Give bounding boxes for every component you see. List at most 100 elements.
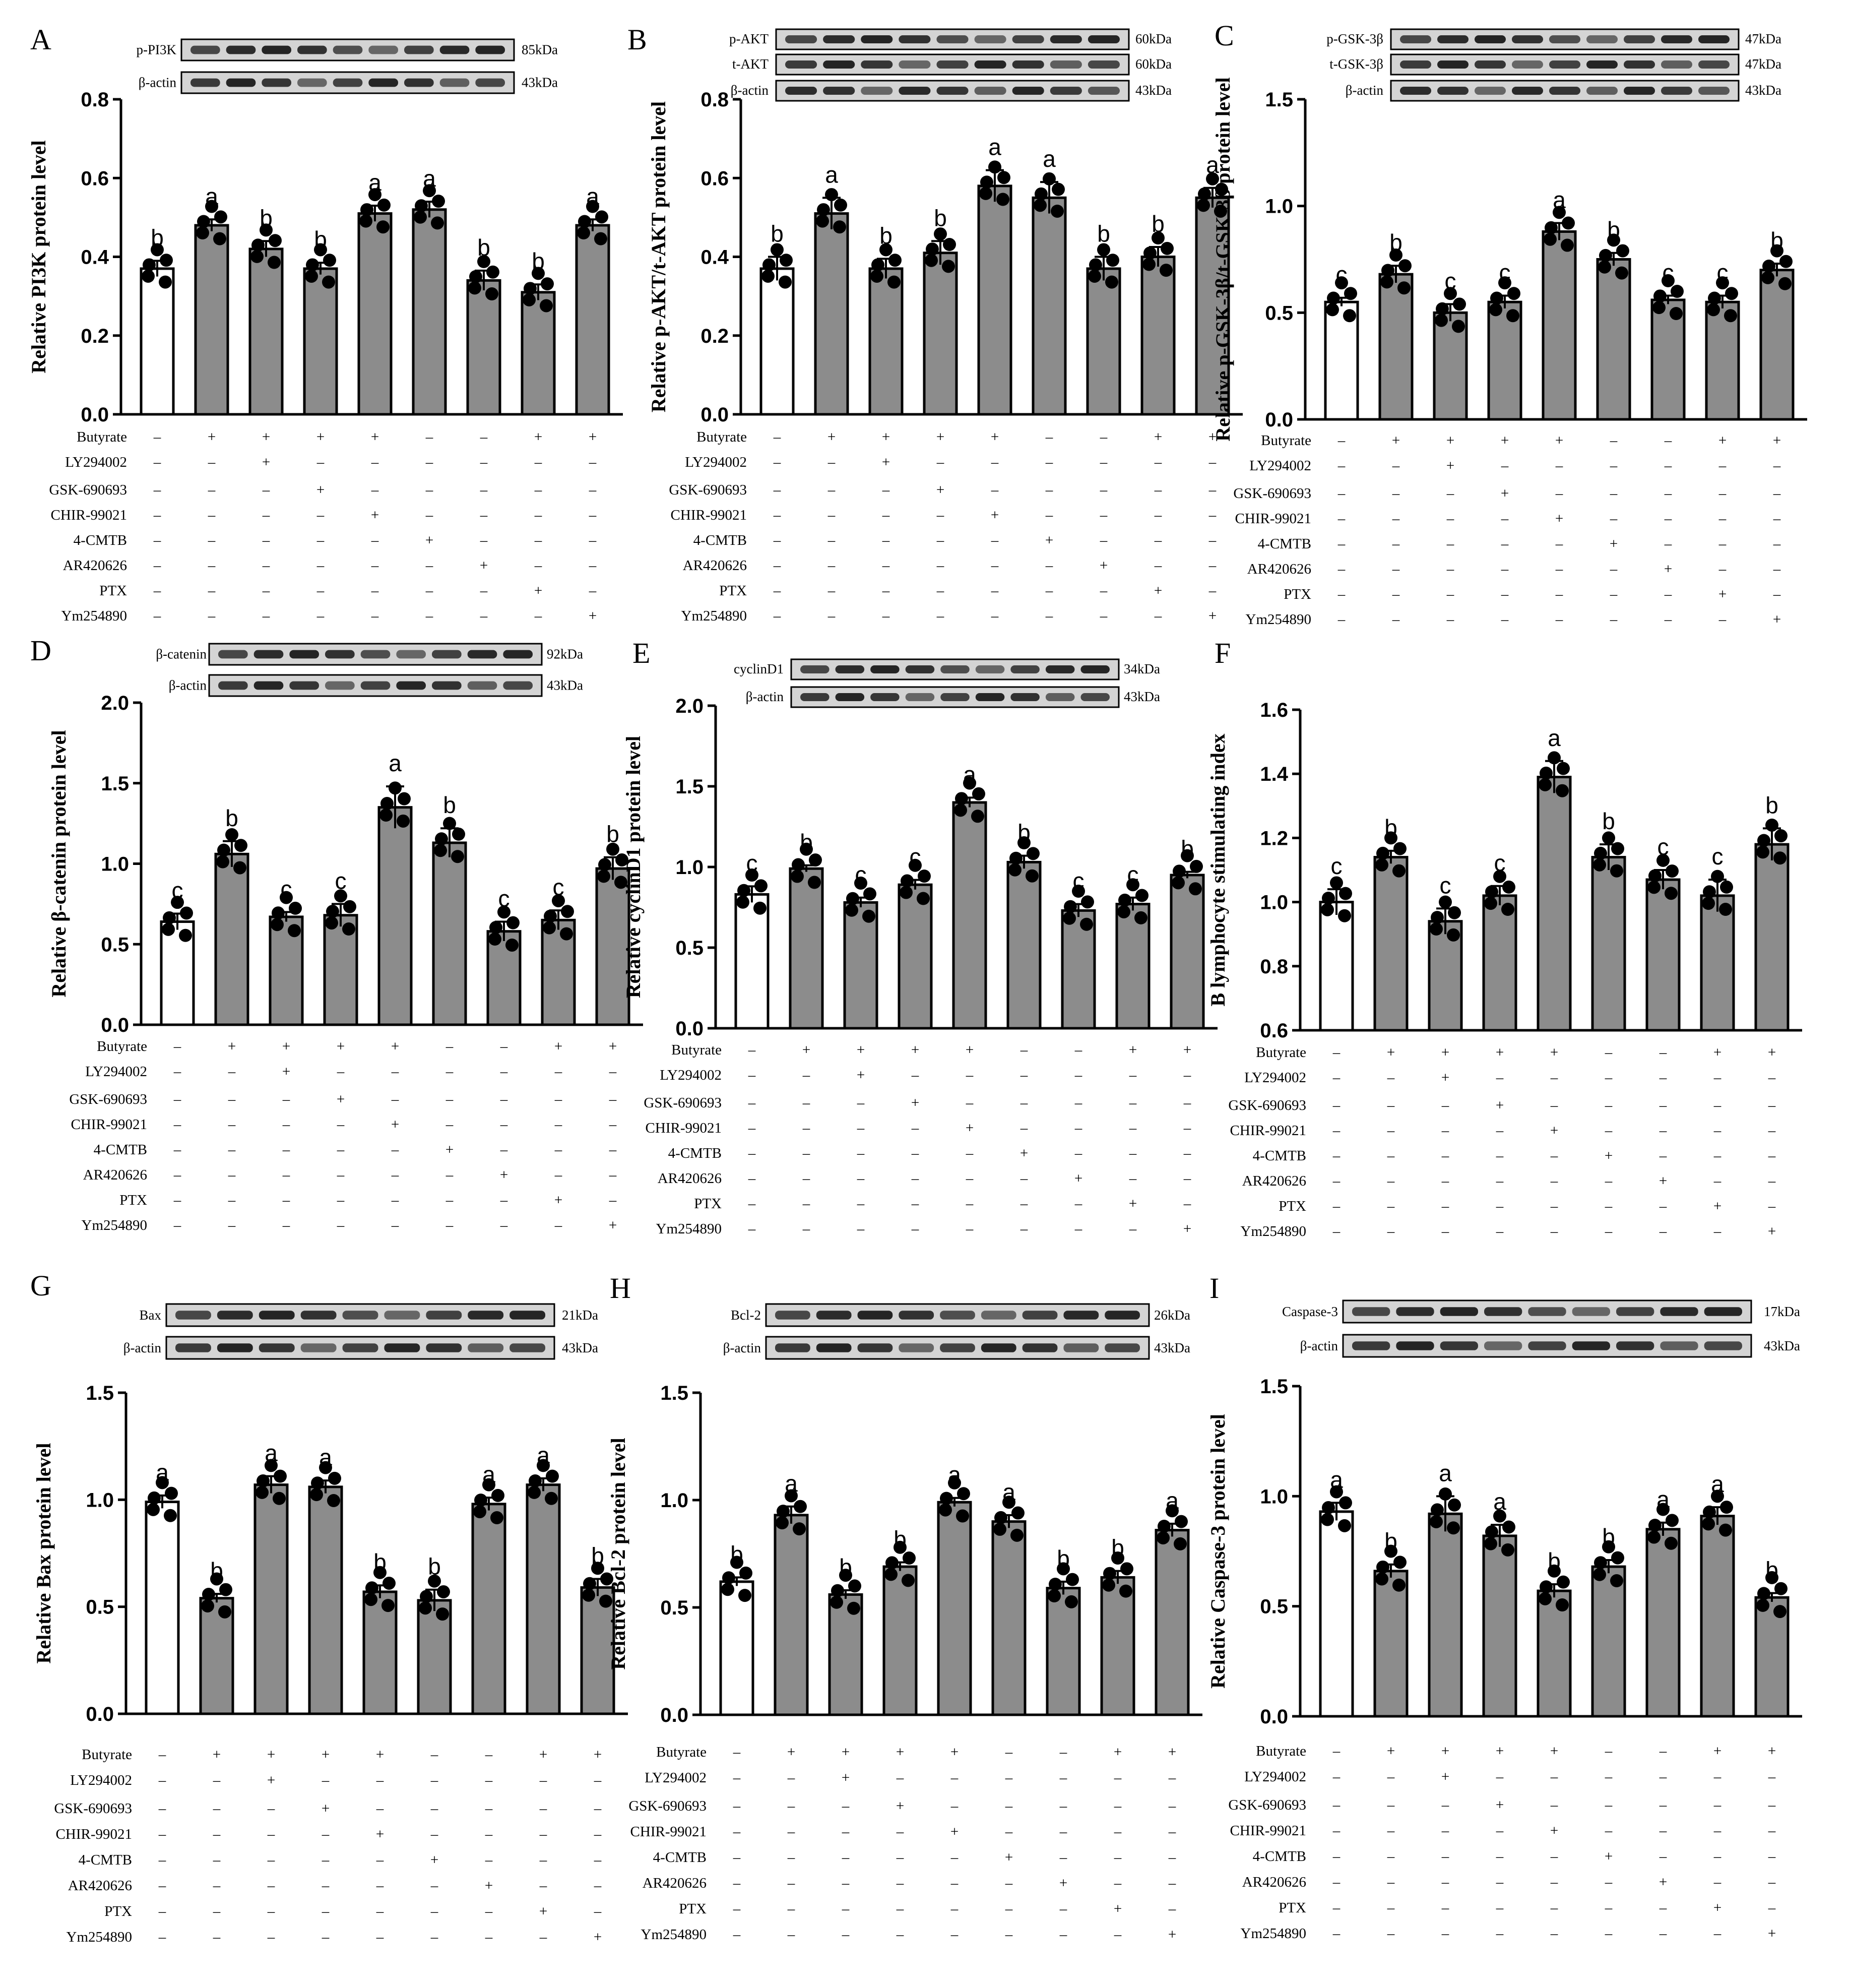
significance-letter: b [373, 1549, 387, 1575]
blot-kda: 60kDa [1135, 31, 1172, 46]
data-point [373, 1566, 387, 1579]
significance-letter: c [1127, 861, 1139, 888]
treatment-sign: – [733, 1744, 741, 1760]
treatment-sign: – [1496, 1070, 1504, 1086]
treatment-label: GSK-690693 [644, 1095, 722, 1111]
data-point [1453, 297, 1466, 311]
blot-band [1050, 35, 1082, 43]
bar [1700, 894, 1735, 1032]
data-point [825, 188, 838, 202]
data-point [777, 1505, 790, 1518]
treatment-sign: – [827, 454, 836, 470]
treatment-sign: – [1392, 611, 1400, 628]
blot-kda: 43kDa [1745, 83, 1781, 98]
treatment-sign: + [1555, 432, 1563, 449]
data-point [1610, 864, 1623, 878]
treatment-sign: + [1501, 485, 1509, 502]
data-point [833, 220, 846, 234]
treatment-sign: + [1605, 1148, 1613, 1164]
treatment-sign: + [950, 1824, 959, 1840]
data-point [1716, 276, 1729, 290]
significance-letter: b [1384, 1528, 1397, 1555]
treatment-sign: – [773, 507, 781, 523]
treatment-sign: – [857, 1120, 865, 1136]
data-point [1384, 1544, 1397, 1558]
treatment-sign: + [316, 429, 325, 445]
bar [1378, 273, 1414, 421]
treatment-sign: – [376, 1852, 384, 1868]
data-point [528, 1485, 541, 1499]
treatment-sign: + [589, 429, 597, 445]
data-point [1561, 238, 1574, 252]
treatment-label: LY294002 [85, 1064, 147, 1080]
treatment-sign: – [733, 1798, 741, 1814]
data-point [1393, 1556, 1407, 1569]
blot-band [360, 681, 391, 690]
treatment-sign: + [589, 608, 597, 624]
data-point [1173, 864, 1186, 878]
treatment-sign: + [267, 1772, 275, 1788]
treatment-sign: – [773, 454, 781, 470]
data-point [885, 1556, 899, 1570]
bar-group: b [1537, 1548, 1572, 1718]
treatment-sign: – [1664, 432, 1672, 449]
blot-band [218, 650, 248, 659]
blot-band [1660, 1307, 1698, 1316]
data-point [1380, 275, 1393, 289]
y-tick-label: 0.2 [81, 325, 109, 347]
treatment-sign: – [1496, 1173, 1504, 1189]
treatment-sign: – [1074, 1221, 1082, 1237]
significance-letter: b [1152, 211, 1165, 237]
treatment-sign: – [158, 1878, 166, 1894]
treatment-sign: – [322, 1929, 330, 1945]
data-point [903, 1551, 916, 1565]
treatment-sign: – [1154, 532, 1162, 548]
data-point [863, 887, 876, 901]
significance-letter: b [1057, 1545, 1070, 1572]
bar [991, 1520, 1027, 1716]
treatment-sign: – [554, 1064, 562, 1080]
data-point [1088, 269, 1101, 283]
blot-band [325, 681, 355, 690]
treatment-sign: – [1496, 1823, 1504, 1839]
treatment-sign: + [485, 1878, 493, 1894]
y-tick-label: 0.5 [1260, 1596, 1288, 1618]
treatment-sign: – [430, 1772, 438, 1788]
significance-letter: c [553, 874, 564, 900]
treatment-label: CHIR-99021 [51, 507, 127, 523]
treatment-sign: + [1392, 432, 1400, 449]
treatment-sign: – [1605, 1925, 1613, 1942]
blot-band [262, 78, 291, 87]
treatment-sign: + [1045, 532, 1053, 548]
treatment-sign: – [1768, 1198, 1776, 1214]
data-point [779, 275, 792, 289]
treatment-sign: – [1045, 507, 1053, 523]
treatment-sign: – [1392, 511, 1400, 527]
blot-band [1572, 1307, 1610, 1316]
treatment-sign: – [208, 532, 216, 548]
treatment-sign: – [158, 1929, 166, 1945]
blot-band [1512, 87, 1543, 95]
data-point [1647, 1530, 1661, 1544]
treatment-sign: – [1659, 1823, 1667, 1839]
data-point [1779, 255, 1793, 268]
y-tick-label: 1.5 [660, 1382, 688, 1404]
treatment-sign: – [158, 1747, 166, 1763]
treatment-sign: – [748, 1095, 756, 1111]
data-point [583, 1577, 596, 1590]
treatment-sign: + [1208, 608, 1217, 624]
bar [1537, 776, 1572, 1032]
y-tick-label: 0.2 [700, 325, 729, 347]
data-point [1103, 1567, 1116, 1580]
data-point [1439, 1487, 1452, 1501]
significance-letter: b [532, 248, 545, 274]
data-point [328, 1471, 341, 1485]
blot-band [775, 1311, 810, 1320]
treatment-sign: – [1605, 1797, 1613, 1813]
treatment-sign: + [1114, 1744, 1122, 1760]
treatment-sign: – [485, 1929, 493, 1945]
blot-band [1586, 60, 1618, 69]
blot-band [1549, 35, 1580, 43]
significance-letter: c [1712, 843, 1724, 869]
